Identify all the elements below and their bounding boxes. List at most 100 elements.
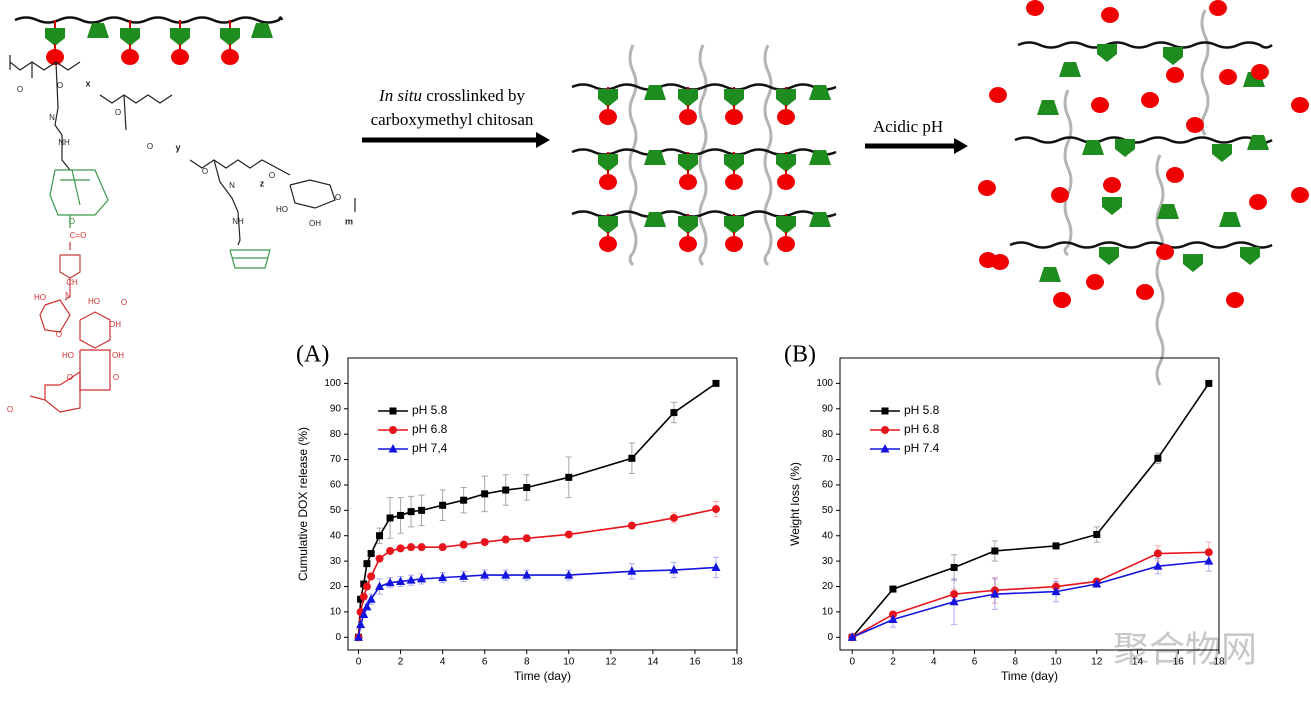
bond [44, 370, 81, 413]
x-axis-label: Time (day) [514, 669, 571, 683]
red-particle [121, 49, 139, 65]
red-particle [46, 49, 64, 65]
red-particle [1141, 92, 1159, 108]
trapezoid [809, 85, 831, 100]
panel-label: (A) [296, 342, 329, 368]
y-tick-label: 30 [822, 556, 834, 567]
crosslinker [628, 44, 638, 267]
structure-label: C=O [70, 231, 87, 240]
schematic: In situ crosslinked by carboxymethyl chi… [7, 0, 1309, 414]
red-particle [1186, 117, 1204, 133]
pentagon [1183, 254, 1203, 272]
bond [289, 179, 336, 209]
marker [362, 582, 371, 591]
y-tick-label: 90 [330, 403, 342, 414]
marker [366, 594, 376, 603]
x-tick-label: 16 [689, 657, 701, 668]
chart: (A) 0 2 4 6 8 10 12 14 16 18 0 10 20 30 40 50 60 70 80 90 100… [296, 342, 743, 684]
red-particle [989, 87, 1007, 103]
marker [1052, 542, 1060, 550]
structure-label: O [17, 85, 23, 94]
red-particle [1051, 187, 1069, 203]
structure-label: N [49, 113, 55, 122]
marker [367, 550, 375, 558]
structure-label: y [175, 142, 180, 152]
y-tick-label: 10 [822, 607, 834, 618]
x-tick-label: 12 [605, 657, 617, 668]
structure-label: O [7, 405, 13, 414]
marker [417, 573, 427, 583]
red-particle [991, 254, 1009, 270]
marker [627, 566, 637, 575]
marker [1093, 530, 1101, 538]
trapezoid [251, 23, 273, 38]
marker [991, 547, 999, 555]
structure-label: O [56, 330, 62, 339]
marker [480, 538, 489, 547]
legend-label: pH 6.8 [904, 422, 940, 436]
red-particle [1156, 244, 1174, 260]
polymer-chain [571, 83, 837, 91]
legend-marker [389, 426, 397, 434]
polymer-chain [571, 210, 837, 218]
structure-label: O [113, 373, 119, 382]
red-particle [777, 174, 795, 190]
marker [480, 570, 490, 579]
series-line [851, 551, 1209, 639]
legend-marker [881, 407, 889, 415]
pentagon [598, 216, 618, 234]
marker [459, 540, 468, 549]
marker [376, 532, 384, 540]
marker [501, 535, 510, 544]
marker [523, 483, 531, 491]
marker [360, 580, 368, 588]
red-particle [1166, 67, 1184, 83]
legend-marker [389, 407, 397, 415]
bond [79, 311, 111, 349]
marker [407, 508, 415, 516]
trapezoid [809, 150, 831, 165]
x-tick-label: 0 [849, 657, 855, 668]
pentagon [1163, 47, 1183, 65]
watermark: 聚合物网 [1113, 629, 1257, 670]
marker [888, 610, 897, 619]
marker [889, 585, 897, 593]
legend-label: pH 7.4 [904, 441, 940, 455]
marker [711, 562, 721, 571]
marker [375, 581, 385, 591]
chart: (B) 0 2 4 6 8 10 12 14 16 18 0 10 20 30 40 50 60 70 80 90 100… [784, 342, 1225, 684]
pentagon [776, 216, 796, 234]
bond [213, 159, 241, 246]
marker [711, 505, 720, 514]
marker [460, 496, 468, 504]
pentagon [776, 154, 796, 172]
pentagon [724, 216, 744, 234]
red-particle [777, 109, 795, 125]
structure-label: HO [34, 293, 46, 302]
marker [386, 546, 395, 555]
red-particle [599, 236, 617, 252]
marker [459, 571, 469, 580]
crosslinker [1063, 89, 1073, 257]
structure-label: O [147, 142, 153, 151]
marker [354, 632, 364, 641]
structure-label: HO [62, 351, 74, 360]
marker [1153, 549, 1162, 558]
series-line [851, 382, 1210, 638]
red-particle [1101, 7, 1119, 23]
legend-marker [881, 426, 889, 434]
marker [949, 596, 959, 606]
trapezoid [1037, 100, 1059, 115]
y-tick-label: 20 [822, 581, 834, 592]
x-tick-label: 18 [731, 657, 743, 668]
pentagon [598, 89, 618, 107]
marker [407, 543, 416, 552]
pentagon [220, 28, 240, 46]
marker [396, 576, 406, 585]
red-particle [679, 174, 697, 190]
pentagon [678, 154, 698, 172]
bond [189, 159, 291, 176]
marker [522, 570, 532, 579]
marker [1204, 548, 1213, 557]
y-axis-label: Cumulative DOX release (%) [296, 427, 310, 581]
